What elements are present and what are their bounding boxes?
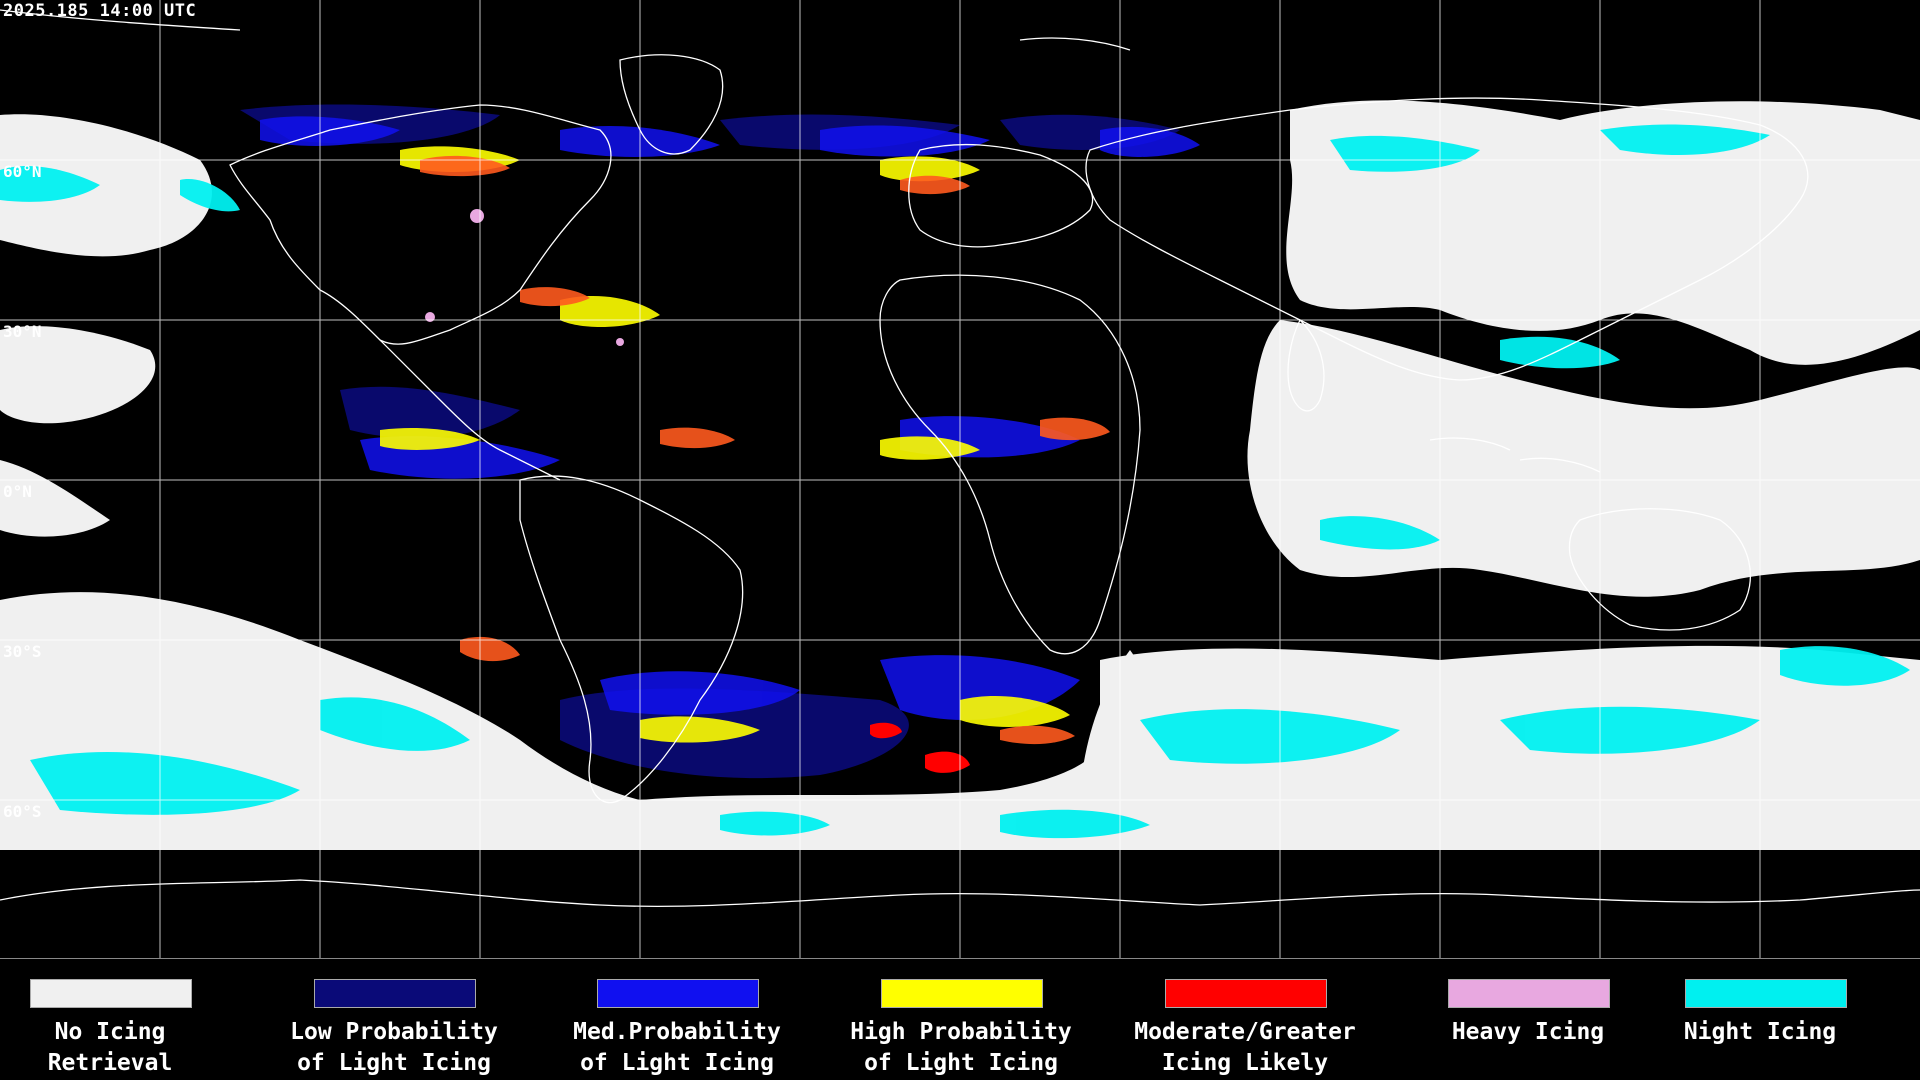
latitude-label-30n: 30°N bbox=[3, 322, 42, 341]
moderate-icing-fields bbox=[420, 155, 1110, 745]
legend-item-med-probability: Med.Probability of Light Icing bbox=[522, 959, 792, 1080]
legend-swatch-low-probability bbox=[314, 979, 476, 1008]
legend-swatch-high-probability bbox=[881, 979, 1043, 1008]
observation-timestamp: 2025.185 14:00 UTC bbox=[3, 1, 197, 21]
legend-label-no-icing: No Icing Retrieval bbox=[47, 1019, 173, 1076]
coastlines bbox=[0, 9, 1920, 907]
latitude-label-0n: 0°N bbox=[3, 482, 32, 501]
legend-swatch-moderate-icing bbox=[1165, 979, 1327, 1008]
legend-label-heavy-icing: Heavy Icing bbox=[1451, 1019, 1605, 1045]
legend-label-night-icing: Night Icing bbox=[1683, 1019, 1837, 1045]
latitude-label-60n: 60°N bbox=[3, 162, 42, 181]
legend-item-high-probability: High Probability of Light Icing bbox=[806, 959, 1076, 1080]
legend-label-low-probability: Low Probability of Light Icing bbox=[290, 1019, 498, 1076]
night-icing-fields bbox=[0, 124, 1910, 839]
legend-swatch-med-probability bbox=[597, 979, 759, 1008]
legend-label-med-probability: Med.Probability of Light Icing bbox=[573, 1019, 781, 1076]
world-icing-map: 2025.185 14:00 UTC 60°N 30°N 0°N 30°S 60… bbox=[0, 0, 1920, 958]
icing-legend: No Icing Retrieval Low Probability of Li… bbox=[0, 958, 1920, 1080]
legend-item-night-icing: Night Icing bbox=[1610, 959, 1880, 1080]
legend-label-moderate-icing: Moderate/Greater Icing Likely bbox=[1134, 1019, 1356, 1076]
map-canvas bbox=[0, 0, 1920, 958]
legend-item-low-probability: Low Probability of Light Icing bbox=[239, 959, 509, 1080]
legend-swatch-no-icing bbox=[30, 979, 192, 1008]
legend-swatch-night-icing bbox=[1685, 979, 1847, 1008]
latitude-label-60s: 60°S bbox=[3, 802, 42, 821]
graticule-grid bbox=[0, 0, 1920, 958]
legend-item-moderate-icing: Moderate/Greater Icing Likely bbox=[1090, 959, 1360, 1080]
latitude-label-30s: 30°S bbox=[3, 642, 42, 661]
legend-item-heavy-icing: Heavy Icing bbox=[1373, 959, 1643, 1080]
legend-label-high-probability: High Probability of Light Icing bbox=[850, 1019, 1072, 1076]
legend-item-no-icing: No Icing Retrieval bbox=[0, 959, 225, 1080]
likely-red-spots bbox=[870, 722, 970, 773]
legend-swatch-heavy-icing bbox=[1448, 979, 1610, 1008]
high-probability-fields bbox=[380, 146, 1070, 743]
